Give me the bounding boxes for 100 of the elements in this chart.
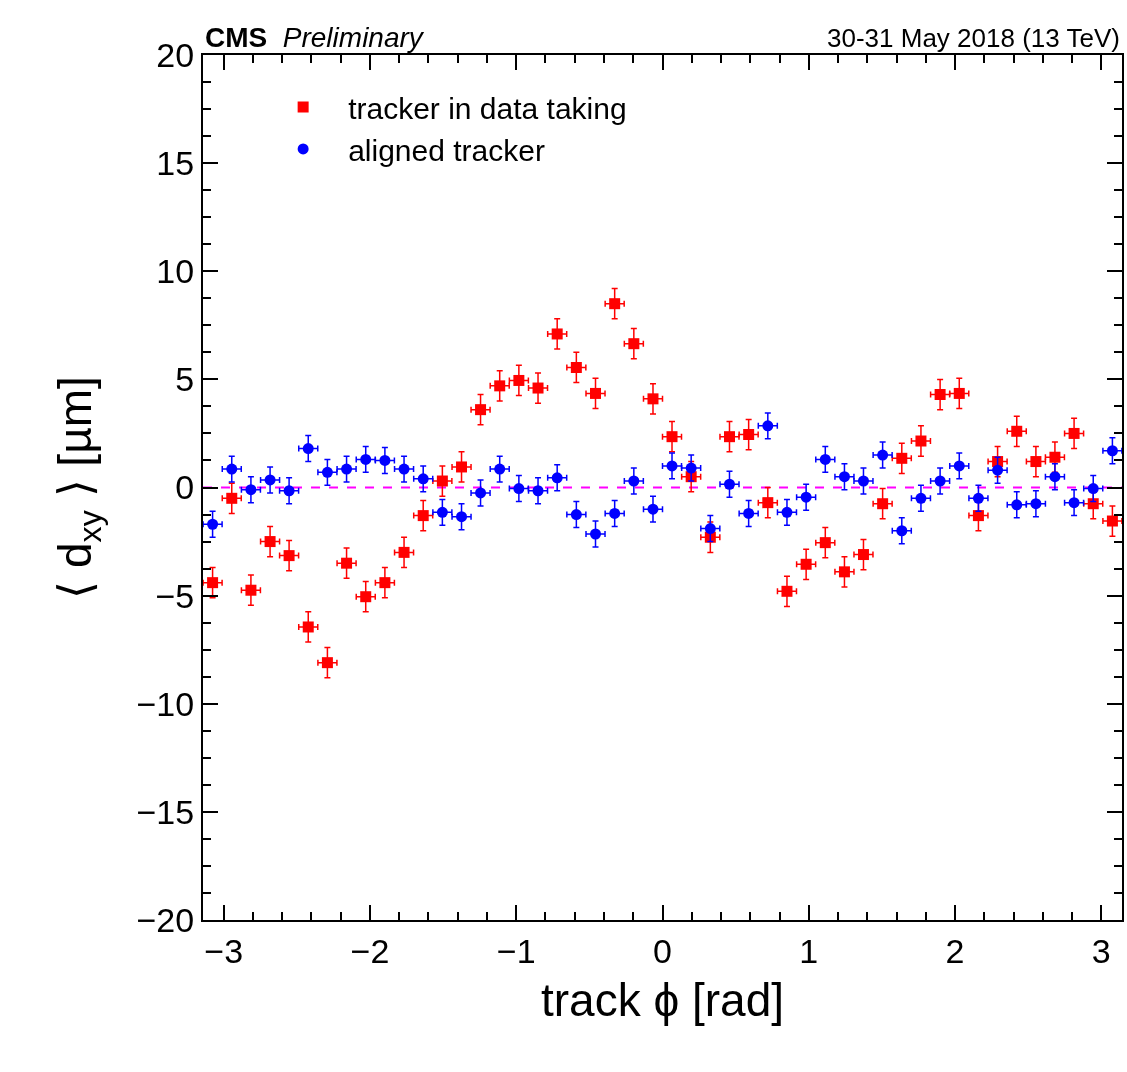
point [379, 454, 391, 466]
point [1011, 499, 1023, 511]
point [532, 382, 544, 394]
point [1011, 425, 1023, 437]
x-tick-label: 3 [1091, 931, 1111, 970]
point [513, 374, 525, 386]
point [532, 485, 544, 497]
point [896, 525, 908, 537]
point [360, 453, 372, 465]
point [417, 473, 429, 485]
point [436, 475, 448, 487]
y-tick-label: −10 [136, 684, 195, 723]
point [398, 463, 410, 475]
point [456, 461, 468, 473]
point [398, 546, 410, 558]
point [321, 657, 333, 669]
point [570, 361, 582, 373]
point [723, 478, 735, 490]
point [781, 506, 793, 518]
point [551, 328, 563, 340]
y-tick-label: 10 [156, 252, 195, 291]
point [762, 420, 774, 432]
y-tick-label: −5 [155, 576, 195, 615]
point [666, 460, 678, 472]
y-tick-label: −15 [136, 792, 195, 831]
point [226, 463, 238, 475]
point [743, 429, 755, 441]
point [1087, 483, 1099, 495]
x-tick-label: 0 [653, 931, 672, 970]
point [1068, 427, 1080, 439]
point [264, 536, 276, 548]
point [915, 435, 927, 447]
point [628, 475, 640, 487]
point [475, 487, 487, 499]
point [666, 431, 678, 443]
point [953, 387, 965, 399]
point [743, 507, 755, 519]
point [1030, 498, 1042, 510]
point [838, 566, 850, 578]
point [838, 471, 850, 483]
y-tick-label: 15 [156, 144, 195, 183]
x-tick-label: 2 [945, 931, 965, 970]
point [723, 431, 735, 443]
point [245, 584, 257, 596]
y-tick-label: −20 [136, 900, 195, 939]
point [685, 462, 697, 474]
point [341, 557, 353, 569]
x-tick-label: −1 [496, 931, 536, 970]
point [1106, 445, 1118, 457]
point [934, 389, 946, 401]
point [283, 550, 295, 562]
point [915, 492, 927, 504]
point [207, 518, 219, 530]
point [877, 498, 889, 510]
point [896, 452, 908, 464]
point [781, 585, 793, 597]
x-tick-label: 1 [799, 931, 819, 970]
point [379, 577, 391, 589]
chart-title: CMS [205, 22, 268, 53]
y-tick-label: 0 [175, 468, 195, 507]
point [647, 503, 659, 515]
point [302, 621, 314, 633]
chart-subtitle: Preliminary [282, 22, 425, 53]
point [992, 464, 1004, 476]
point [360, 591, 372, 603]
point [857, 549, 869, 561]
point [494, 380, 506, 392]
point [934, 475, 946, 487]
point [1030, 456, 1042, 468]
point [570, 509, 582, 521]
point [283, 485, 295, 497]
point [877, 449, 889, 461]
point [226, 492, 238, 504]
point [609, 298, 621, 310]
x-axis-title: track ϕ [rad] [540, 974, 785, 1026]
point [1049, 471, 1061, 483]
point [1087, 498, 1099, 510]
y-tick-label: 20 [156, 35, 195, 74]
point [857, 475, 869, 487]
point [819, 537, 831, 549]
legend-label: aligned tracker [348, 133, 545, 167]
point [513, 483, 525, 495]
point [456, 511, 468, 523]
point [647, 393, 659, 405]
point [1049, 451, 1061, 463]
point [436, 506, 448, 518]
point [245, 484, 257, 496]
point [302, 443, 314, 455]
point [1068, 497, 1080, 509]
point [800, 491, 812, 503]
y-tick-label: 5 [175, 360, 195, 399]
point [972, 492, 984, 504]
point [762, 497, 774, 509]
point [972, 510, 984, 522]
point [321, 466, 333, 478]
point [590, 387, 602, 399]
point [628, 338, 640, 350]
legend-label: tracker in data taking [348, 91, 627, 125]
point [609, 507, 621, 519]
point [551, 472, 563, 484]
